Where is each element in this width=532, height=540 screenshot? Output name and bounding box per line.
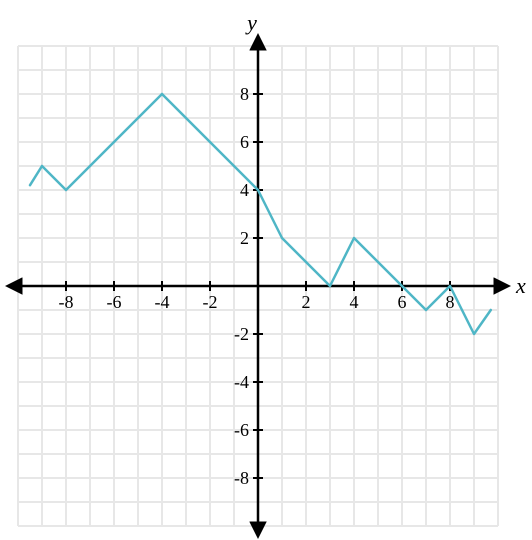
y-axis-title-svg: y [245, 10, 257, 35]
x-tick-label: 2 [302, 292, 311, 312]
y-tick-label: 2 [240, 228, 249, 248]
y-tick-label: -6 [234, 420, 249, 440]
x-tick-label: -6 [107, 292, 122, 312]
y-tick-label: 4 [240, 180, 249, 200]
x-tick-label: 6 [398, 292, 407, 312]
x-tick-label: 4 [350, 292, 359, 312]
y-tick-label: -4 [234, 372, 249, 392]
line-chart: -8-6-4-22468-8-6-4-22468xy [0, 0, 532, 540]
y-tick-label: -2 [234, 324, 249, 344]
x-axis-title-svg: x [515, 273, 526, 298]
x-tick-label: -8 [59, 292, 74, 312]
y-tick-label: 6 [240, 132, 249, 152]
x-tick-label: -2 [203, 292, 218, 312]
x-tick-label: -4 [155, 292, 170, 312]
y-tick-label: -8 [234, 468, 249, 488]
axes [12, 40, 504, 532]
y-tick-label: 8 [240, 84, 249, 104]
